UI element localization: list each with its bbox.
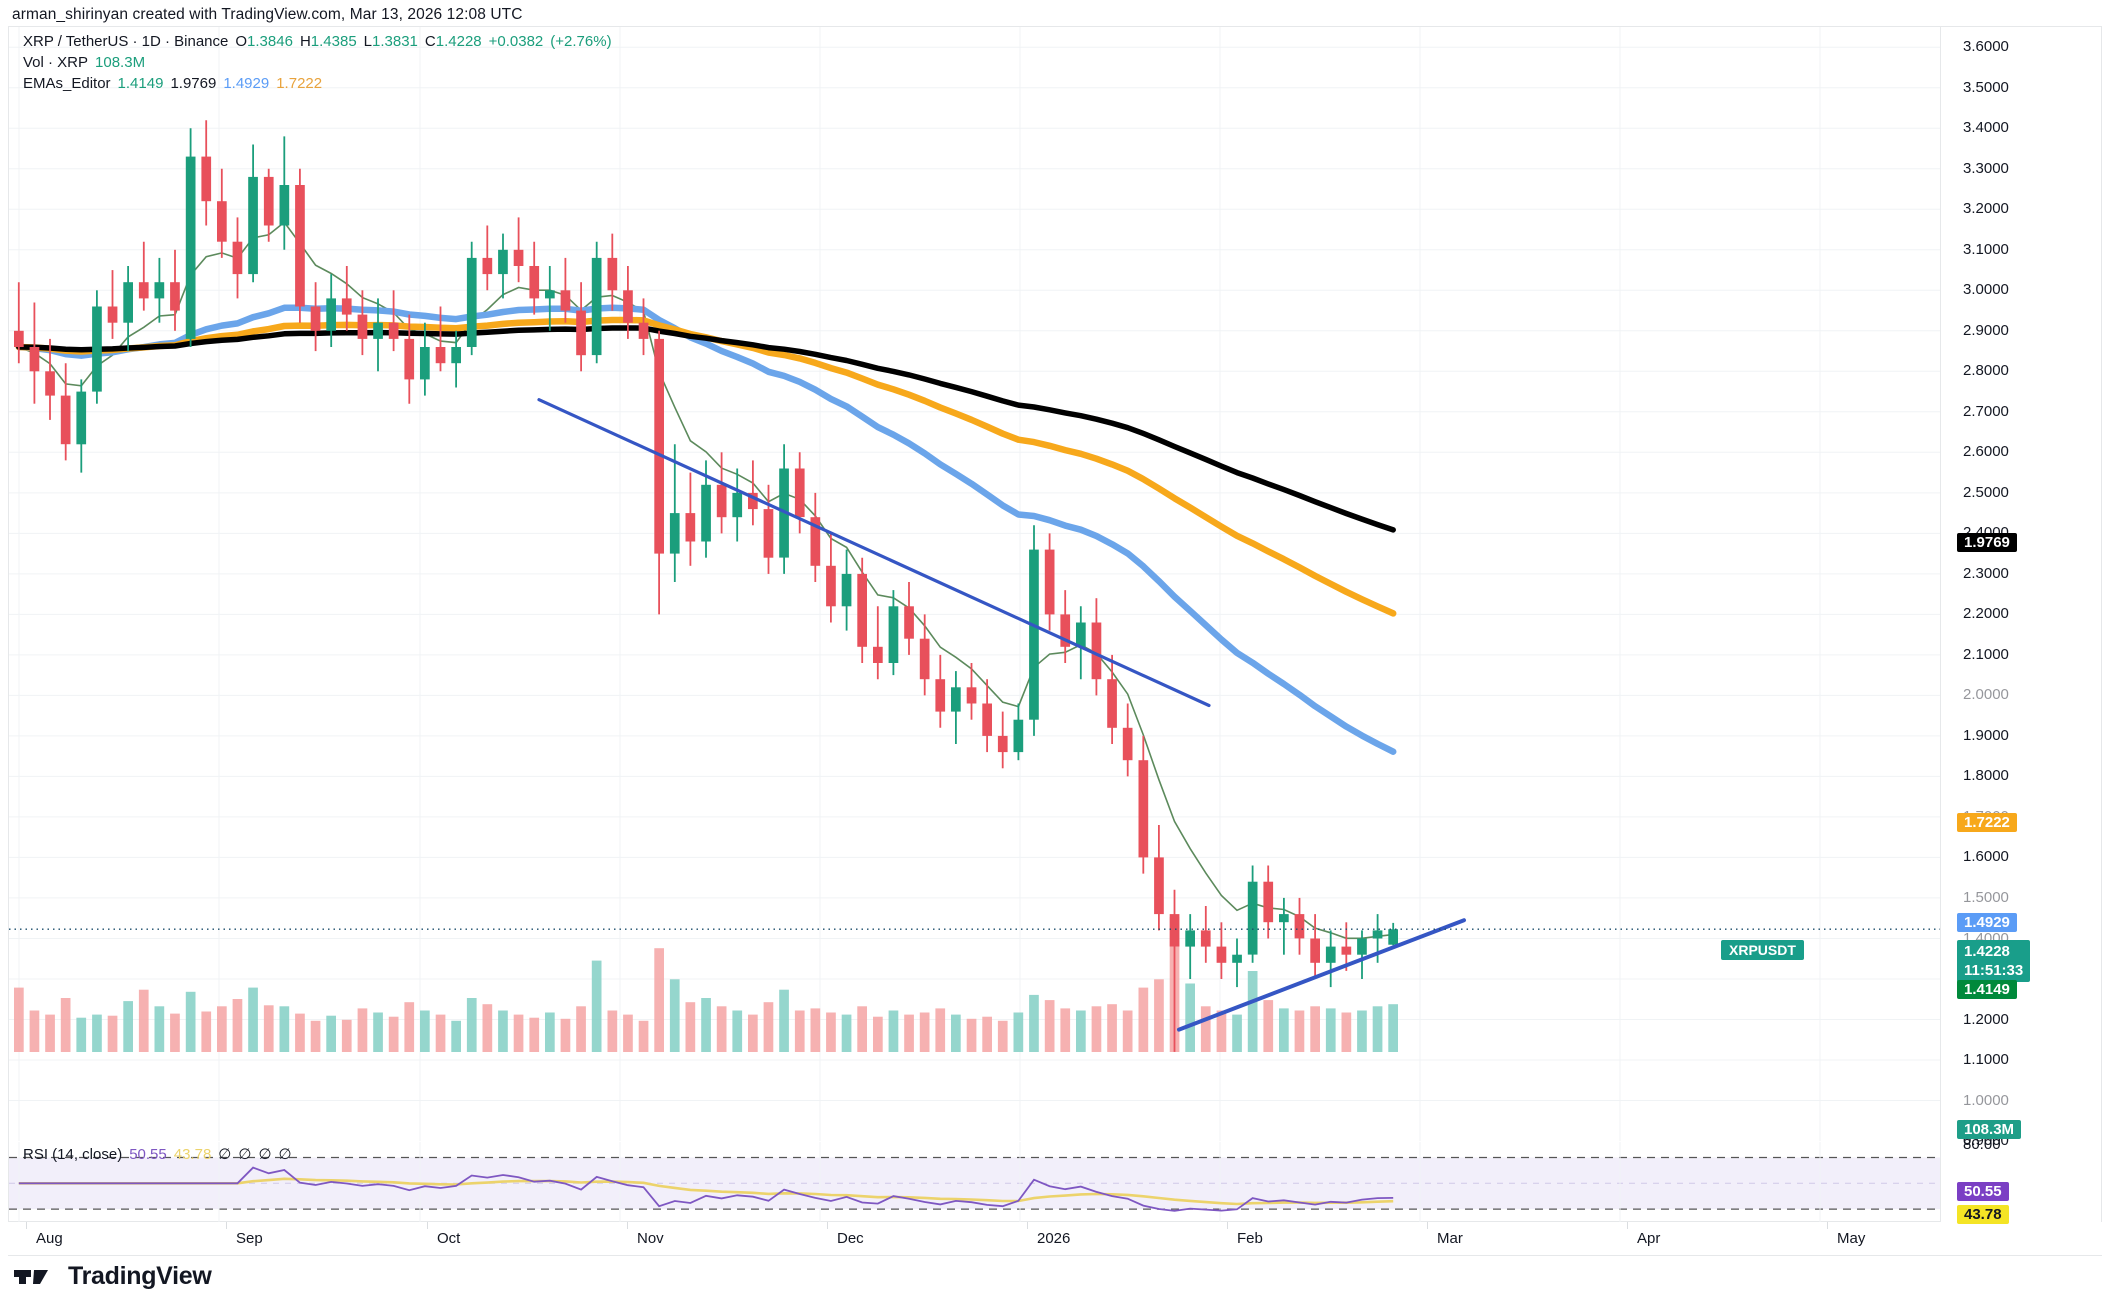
price-tick-label: 1.8000 bbox=[1963, 767, 2009, 785]
time-tick-label: Aug bbox=[36, 1230, 63, 1247]
price-tick-label: 2.0000 bbox=[1963, 686, 2009, 704]
rsi-value-badge: 50.55 bbox=[1957, 1182, 2009, 1201]
price-badge-ema-green: 1.4149 bbox=[1957, 980, 2017, 999]
price-badge-ema-blue: 1.4929 bbox=[1957, 913, 2017, 932]
price-tick-label: 2.9000 bbox=[1963, 321, 2009, 339]
price-tick-label: 3.3000 bbox=[1963, 159, 2009, 177]
price-tick-label: 1.1000 bbox=[1963, 1051, 2009, 1068]
price-tick-label: 2.8000 bbox=[1963, 362, 2009, 380]
price-tick-label: 1.9000 bbox=[1963, 726, 2009, 744]
price-tick-label: 2.5000 bbox=[1963, 483, 2009, 501]
price-tick-label: 2.6000 bbox=[1963, 443, 2009, 461]
last-price-value: 1.4228 bbox=[1964, 943, 2010, 960]
price-tick-label: 3.6000 bbox=[1963, 38, 2009, 56]
time-tick-separator bbox=[1827, 1222, 1828, 1229]
price-tick-label: 3.4000 bbox=[1963, 119, 2009, 137]
price-badge-last: 1.4228 11:51:33 bbox=[1957, 940, 2031, 982]
time-tick-label: May bbox=[1837, 1230, 1866, 1247]
attribution-text: arman_shirinyan created with TradingView… bbox=[12, 6, 523, 23]
price-axis[interactable]: 3.6000 3.5000 3.4000 3.3000 3.2000 3.1000 3.00… bbox=[1940, 27, 2101, 1224]
rsi-ma-badge: 43.78 bbox=[1957, 1205, 2009, 1224]
time-tick-label: 2026 bbox=[1037, 1230, 1071, 1247]
time-tick-label: Dec bbox=[837, 1230, 864, 1247]
tradingview-mark-icon bbox=[14, 1269, 48, 1284]
time-tick-label: Oct bbox=[437, 1230, 461, 1247]
price-chart-svg bbox=[9, 27, 1940, 1141]
time-tick-separator bbox=[1227, 1222, 1228, 1229]
time-tick-separator bbox=[627, 1222, 628, 1229]
price-tick-label: 2.2000 bbox=[1963, 605, 2009, 623]
tradingview-logo: TradingView bbox=[14, 1262, 212, 1291]
price-tick-label: 1.0000 bbox=[1963, 1091, 2009, 1109]
rsi-tick-label: 80.00 bbox=[1963, 1135, 2001, 1153]
chart-frame: 3.6000 3.5000 3.4000 3.3000 3.2000 3.1000 3.00… bbox=[8, 26, 2102, 1224]
price-tick-label: 1.2000 bbox=[1963, 1010, 2009, 1028]
time-tick-separator bbox=[26, 1222, 27, 1229]
volume-badge: 108.3M bbox=[1957, 1120, 2022, 1139]
time-tick-label: Mar bbox=[1437, 1230, 1463, 1247]
price-tick-label: 2.1000 bbox=[1963, 645, 2009, 663]
price-tick-label: 2.3000 bbox=[1963, 564, 2009, 582]
time-tick-separator bbox=[1627, 1222, 1628, 1229]
time-tick-label: Apr bbox=[1637, 1230, 1661, 1247]
time-axis[interactable]: Aug Sep Oct Nov Dec 2026 Feb Mar Apr May bbox=[8, 1222, 2102, 1256]
price-pane[interactable] bbox=[9, 27, 1940, 1141]
price-tick-label: 3.5000 bbox=[1963, 78, 2009, 96]
price-badge-ema-orange: 1.7222 bbox=[1957, 813, 2017, 832]
price-tick-label: 1.5000 bbox=[1963, 888, 2009, 906]
tradingview-wordmark: TradingView bbox=[68, 1262, 212, 1290]
price-tick-label: 1.6000 bbox=[1963, 848, 2009, 866]
time-tick-separator bbox=[1027, 1222, 1028, 1229]
time-tick-label: Sep bbox=[236, 1230, 263, 1247]
price-badge-ema-black: 1.9769 bbox=[1957, 533, 2017, 552]
time-tick-separator bbox=[1427, 1222, 1428, 1229]
price-tick-label: 3.2000 bbox=[1963, 200, 2009, 218]
price-tick-label: 2.7000 bbox=[1963, 402, 2009, 420]
rsi-chart-svg bbox=[9, 1142, 1940, 1222]
price-tick-label: 3.1000 bbox=[1963, 240, 2009, 258]
rsi-pane[interactable] bbox=[9, 1142, 1940, 1222]
price-tick-label: 3.0000 bbox=[1963, 281, 2009, 299]
symbol-price-badge: XRPUSDT bbox=[1721, 940, 1804, 960]
time-tick-separator bbox=[226, 1222, 227, 1229]
time-tick-label: Feb bbox=[1237, 1230, 1263, 1247]
bar-countdown: 11:51:33 bbox=[1964, 962, 2024, 979]
time-tick-label: Nov bbox=[637, 1230, 664, 1247]
time-tick-separator bbox=[427, 1222, 428, 1229]
time-tick-separator bbox=[827, 1222, 828, 1229]
